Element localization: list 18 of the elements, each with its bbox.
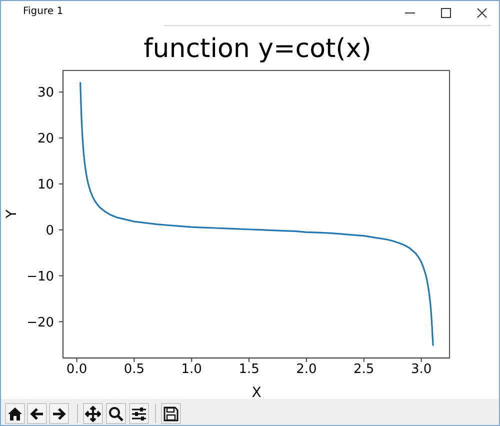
x-tick-label: 1.0 bbox=[181, 362, 202, 378]
y-tick-label: 20 bbox=[37, 132, 54, 147]
x-tick-label: 1.5 bbox=[238, 362, 260, 378]
x-tick-label: 3.0 bbox=[410, 362, 432, 378]
y-tick-label: −20 bbox=[26, 315, 54, 330]
y-axis-title: Y bbox=[4, 209, 20, 220]
y-tick-label: 0 bbox=[46, 223, 54, 238]
x-tick-label: 0.0 bbox=[66, 362, 88, 378]
y-tick-label: 10 bbox=[37, 178, 54, 193]
y-tick-label: −10 bbox=[26, 269, 54, 284]
x-tick-label: 2.5 bbox=[354, 362, 374, 378]
x-tick-label: 2.0 bbox=[296, 362, 317, 378]
line-series bbox=[80, 82, 434, 346]
chart-title: function y=cot(x) bbox=[144, 34, 372, 64]
x-axis-title: X bbox=[252, 385, 262, 401]
x-tick-label: 0.5 bbox=[124, 362, 145, 378]
caption: Figure 1 bbox=[23, 6, 64, 17]
y-tick-label: 30 bbox=[37, 86, 54, 101]
